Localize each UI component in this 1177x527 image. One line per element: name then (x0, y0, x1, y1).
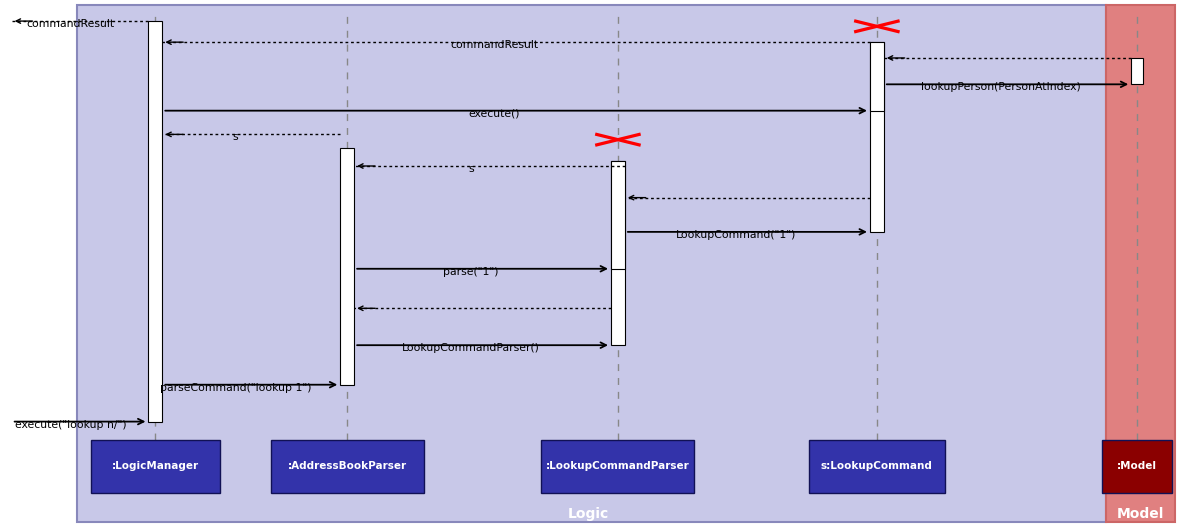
Bar (870, 42, 884, 111)
Bar (1106, 5, 1175, 522)
Bar (340, 148, 354, 385)
Text: parse("1"): parse("1") (443, 267, 499, 277)
Text: LookupCommandParser(): LookupCommandParser() (401, 343, 540, 353)
Text: LookupCommand("1"): LookupCommand("1") (676, 230, 796, 240)
Bar (810, 440, 944, 493)
Bar (271, 440, 424, 493)
Bar (611, 161, 625, 269)
Bar (611, 161, 625, 345)
Text: :LookupCommandParser: :LookupCommandParser (546, 462, 690, 471)
Text: execute("lookup n/"): execute("lookup n/") (15, 419, 126, 430)
Bar (541, 440, 694, 493)
Text: execute(): execute() (468, 109, 520, 119)
Text: commandResult: commandResult (451, 40, 538, 50)
Text: s:LookupCommand: s:LookupCommand (820, 462, 933, 471)
Bar (1131, 58, 1143, 84)
Text: commandResult: commandResult (27, 19, 114, 29)
Text: lookupPerson(PersonAtIndex): lookupPerson(PersonAtIndex) (920, 82, 1080, 92)
Bar (148, 21, 162, 422)
Text: :Model: :Model (1117, 462, 1157, 471)
Text: Model: Model (1117, 507, 1164, 521)
Bar (91, 440, 220, 493)
Text: parseCommand("lookup 1"): parseCommand("lookup 1") (160, 383, 311, 393)
Text: :LogicManager: :LogicManager (112, 462, 199, 471)
Text: Logic: Logic (567, 507, 610, 521)
Bar (870, 42, 884, 232)
Text: s: s (233, 132, 238, 142)
Bar (77, 5, 1106, 522)
Text: s: s (468, 164, 473, 174)
Bar (1102, 440, 1172, 493)
Text: :AddressBookParser: :AddressBookParser (287, 462, 407, 471)
